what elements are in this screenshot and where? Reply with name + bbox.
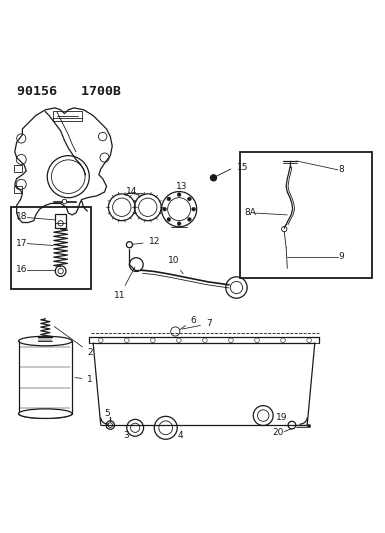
Circle shape bbox=[307, 424, 311, 428]
Bar bbox=[13, 165, 22, 172]
Circle shape bbox=[192, 207, 196, 211]
Circle shape bbox=[167, 197, 171, 201]
Circle shape bbox=[187, 197, 191, 201]
Text: 16: 16 bbox=[16, 265, 27, 274]
Circle shape bbox=[163, 207, 166, 211]
Text: 1: 1 bbox=[75, 375, 93, 384]
Text: 15: 15 bbox=[236, 164, 248, 172]
Text: 18: 18 bbox=[16, 212, 27, 221]
Text: 3: 3 bbox=[123, 431, 129, 440]
Text: 7: 7 bbox=[182, 319, 212, 329]
Text: 8: 8 bbox=[338, 165, 344, 174]
Text: 4: 4 bbox=[177, 431, 183, 440]
Circle shape bbox=[177, 193, 181, 197]
Circle shape bbox=[62, 199, 67, 204]
Text: 14: 14 bbox=[126, 188, 137, 197]
Circle shape bbox=[167, 217, 171, 221]
Bar bbox=[240, 152, 372, 278]
Circle shape bbox=[177, 222, 181, 225]
Text: 9: 9 bbox=[338, 253, 344, 262]
Circle shape bbox=[126, 241, 132, 248]
Text: 90156   1700B: 90156 1700B bbox=[17, 85, 121, 98]
Text: 5: 5 bbox=[105, 409, 110, 418]
Text: 6: 6 bbox=[179, 316, 196, 330]
Text: 19: 19 bbox=[276, 413, 287, 422]
Circle shape bbox=[211, 175, 217, 181]
Ellipse shape bbox=[18, 409, 72, 418]
Text: 10: 10 bbox=[167, 256, 183, 274]
Bar bbox=[11, 207, 91, 289]
Bar bbox=[13, 186, 22, 193]
Text: 20: 20 bbox=[273, 429, 284, 437]
Text: 12: 12 bbox=[132, 237, 160, 246]
Text: 13: 13 bbox=[176, 182, 187, 191]
Bar bbox=[53, 110, 82, 121]
Circle shape bbox=[187, 217, 191, 221]
Text: 17: 17 bbox=[16, 239, 27, 248]
Polygon shape bbox=[15, 108, 112, 223]
Text: 8A: 8A bbox=[244, 208, 256, 217]
Text: 11: 11 bbox=[114, 267, 135, 300]
Text: 2: 2 bbox=[54, 327, 93, 357]
Bar bbox=[55, 214, 66, 228]
